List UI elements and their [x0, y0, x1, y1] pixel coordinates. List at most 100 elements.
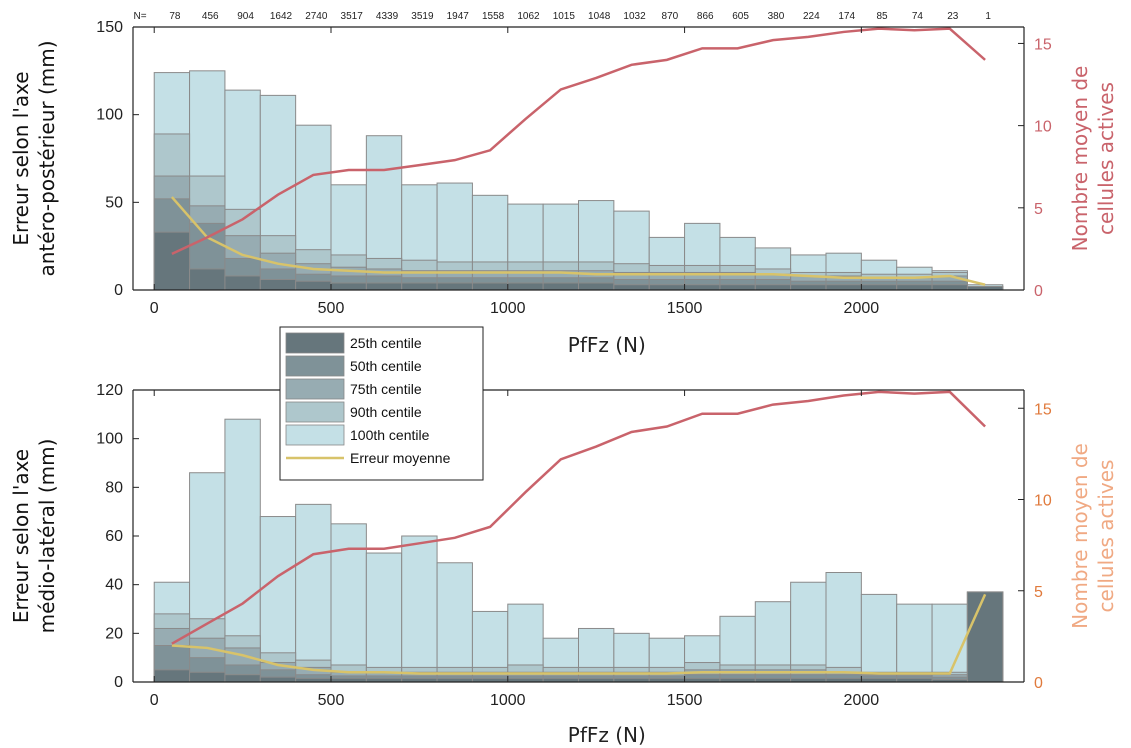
n-count-label: 1062	[517, 11, 540, 22]
bar-c25-1	[790, 284, 827, 291]
bar-c100-2	[401, 535, 438, 683]
y-tick-label: 0	[114, 282, 123, 299]
n-count-label: 870	[662, 11, 679, 22]
y-tick-label: 20	[105, 625, 123, 642]
n-count-label: 1	[985, 11, 991, 22]
y-tick-label: 100	[96, 431, 123, 448]
n-count-label: 1642	[270, 11, 293, 22]
bar-c25-1	[330, 282, 367, 291]
bar-c25-1	[860, 284, 898, 291]
n-count-label: 78	[169, 11, 181, 22]
bar-c25-1	[295, 280, 332, 291]
n-count-label: 3517	[341, 11, 364, 22]
n-count-label: 904	[237, 11, 254, 22]
legend-label: 25th centile	[350, 335, 422, 351]
bar-c100-2	[295, 503, 332, 683]
x-tick-label: 2000	[844, 692, 880, 709]
bar-c25-1	[224, 275, 261, 291]
y2-tick-label: 5	[1034, 201, 1043, 218]
bar-c100-2	[931, 603, 968, 683]
bar-c25-1	[471, 282, 509, 291]
bar-c25-1	[436, 282, 473, 291]
bar-c100-2	[436, 562, 473, 683]
y-tick-label: 100	[96, 107, 123, 124]
x-tick-label: 1500	[667, 692, 703, 709]
y-axis-label: Erreur selon l'axe	[9, 71, 33, 245]
bar-c100-2	[825, 572, 862, 683]
y2-tick-label: 15	[1034, 36, 1052, 53]
bar-c25-1	[401, 282, 438, 291]
x-tick-label: 500	[318, 692, 345, 709]
bar-c25-2	[966, 591, 1004, 683]
y2-tick-label: 10	[1034, 493, 1052, 510]
legend-swatch-c100	[285, 424, 345, 446]
y2-tick-label: 15	[1034, 401, 1052, 418]
bar-c25-2	[224, 674, 261, 683]
y-tick-label: 50	[105, 194, 123, 211]
n-count-label: 23	[947, 11, 959, 22]
y2-axis-label: cellules actives	[1094, 82, 1118, 235]
legend-swatch-c50	[285, 355, 345, 377]
bar-c25-1	[578, 282, 615, 291]
y2-axis-label: Nombre moyen de	[1068, 66, 1092, 252]
series-line-mean-error	[170, 196, 986, 286]
y2-axis-label: cellules actives	[1094, 460, 1118, 613]
n-count-label: 1048	[588, 11, 611, 22]
y2-axis-label: Nombre moyen de	[1068, 443, 1092, 629]
n-count-label: 2740	[305, 11, 328, 22]
bar-c100-2	[365, 552, 403, 683]
bar-c25-2	[259, 676, 297, 683]
legend-swatch-c75	[285, 378, 345, 400]
y-tick-label: 80	[105, 479, 123, 496]
y-tick-label: 120	[96, 382, 123, 399]
n-count-label: 224	[803, 11, 820, 22]
legend: 25th centile 50th centile 75th centile 90th…	[279, 326, 484, 481]
x-tick-label: 0	[150, 300, 159, 317]
n-count-label: 174	[838, 11, 855, 22]
legend-swatch-c25	[285, 332, 345, 354]
bar-c25-1	[259, 278, 297, 291]
y-axis-label: médio-latéral (mm)	[35, 439, 59, 634]
x-tick-label: 2000	[844, 300, 880, 317]
y-tick-label: 150	[96, 19, 123, 36]
bar-c25-1	[365, 282, 403, 291]
bar-c25-1	[648, 284, 686, 291]
x-tick-label: 0	[150, 692, 159, 709]
y2-tick-label: 5	[1034, 584, 1043, 601]
n-count-label: 4339	[376, 11, 399, 22]
y-axis-label: Erreur selon l'axe	[9, 449, 33, 623]
legend-label: 50th centile	[350, 358, 422, 374]
y-tick-label: 60	[105, 528, 123, 545]
bar-c25-1	[542, 282, 580, 291]
y-axis-label: antéro-postérieur (mm)	[35, 40, 59, 276]
legend-label: 75th centile	[350, 381, 422, 397]
bar-c25-1	[684, 284, 721, 291]
n-count-label: 605	[732, 11, 749, 22]
n-count-prefix: N=	[133, 11, 146, 22]
x-tick-label: 500	[318, 300, 345, 317]
series-line-mean-error	[171, 593, 987, 675]
legend-label: Erreur moyenne	[350, 450, 451, 466]
x-tick-label: 1000	[490, 300, 526, 317]
bar-c100-2	[896, 603, 933, 683]
bar-c25-1	[189, 268, 226, 291]
n-count-label: 3519	[411, 11, 434, 22]
legend-label: 100th centile	[350, 427, 430, 443]
n-count-label: 85	[876, 11, 888, 22]
n-count-label: 1947	[447, 11, 470, 22]
x-axis-label: PfFz (N)	[568, 723, 646, 747]
x-axis-label: PfFz (N)	[568, 333, 646, 357]
legend-swatch-c90	[285, 401, 345, 423]
bar-c25-1	[507, 282, 544, 291]
y-tick-label: 0	[114, 674, 123, 691]
bar-c25-1	[825, 284, 862, 291]
n-count-label: 74	[912, 11, 924, 22]
bar-c25-1	[153, 231, 191, 291]
bar-c25-1	[931, 284, 968, 291]
y2-tick-label: 10	[1034, 119, 1052, 136]
bar-c25-1	[719, 284, 756, 291]
y-tick-label: 40	[105, 577, 123, 594]
bar-c25-1	[896, 284, 933, 291]
